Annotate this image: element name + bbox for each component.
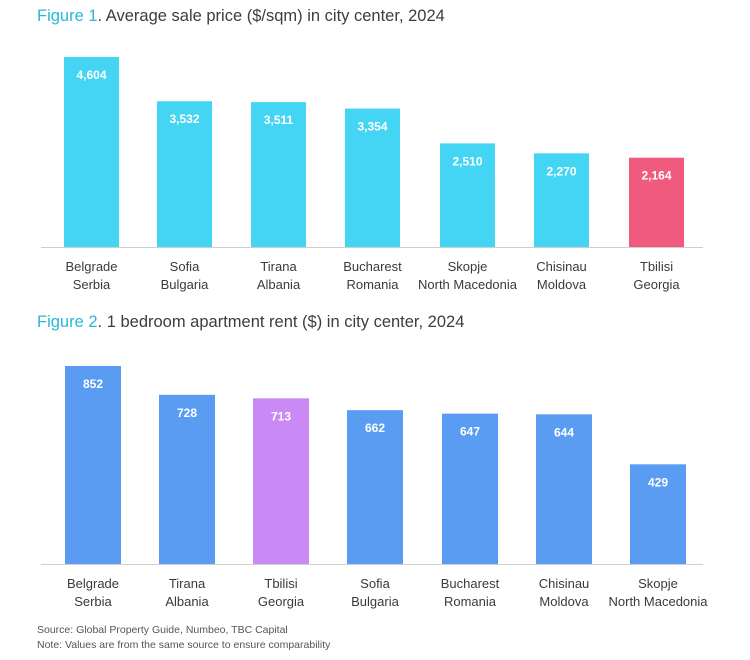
country-label-romania: Romania bbox=[346, 277, 399, 292]
bar-tbilisi bbox=[253, 398, 309, 564]
value-label-belgrade: 852 bbox=[83, 377, 103, 391]
value-label-sofia: 3,532 bbox=[169, 112, 199, 126]
country-label-moldova: Moldova bbox=[537, 277, 587, 292]
value-label-tirana: 728 bbox=[177, 406, 197, 420]
city-label-bucharest: Bucharest bbox=[343, 259, 402, 274]
bar-sofia bbox=[157, 101, 212, 247]
country-label-albania: Albania bbox=[257, 277, 301, 292]
city-label-tbilisi: Tbilisi bbox=[640, 259, 673, 274]
country-label-moldova: Moldova bbox=[539, 594, 589, 609]
figure-2-title-text: . 1 bedroom apartment rent ($) in city c… bbox=[97, 313, 465, 331]
city-label-chisinau: Chisinau bbox=[536, 259, 587, 274]
city-label-sofia: Sofia bbox=[360, 576, 390, 591]
value-label-skopje: 429 bbox=[648, 475, 668, 489]
comparability-note: Note: Values are from the same source to… bbox=[37, 639, 331, 651]
value-label-bucharest: 3,354 bbox=[357, 120, 387, 134]
city-label-tbilisi: Tbilisi bbox=[264, 576, 297, 591]
value-label-belgrade: 4,604 bbox=[76, 68, 106, 82]
city-label-bucharest: Bucharest bbox=[441, 576, 500, 591]
source-note: Source: Global Property Guide, Numbeo, T… bbox=[37, 624, 288, 636]
bar-tirana bbox=[159, 394, 215, 564]
city-label-sofia: Sofia bbox=[170, 259, 200, 274]
bar-tirana bbox=[251, 102, 306, 247]
bar-skopje bbox=[630, 464, 686, 564]
rent-bar-chart: 852 Belgrade Serbia 728 Tirana Albania 713 Tbil… bbox=[41, 366, 709, 609]
figure-1-title: Figure 1. Average sale price ($/sqm) in … bbox=[37, 7, 445, 26]
country-label-north-macedonia: North Macedonia bbox=[609, 594, 709, 609]
country-label-georgia: Georgia bbox=[258, 594, 305, 609]
country-label-romania: Romania bbox=[444, 594, 497, 609]
figure-1-title-text: . Average sale price ($/sqm) in city cen… bbox=[97, 7, 445, 25]
city-label-skopje: Skopje bbox=[638, 576, 678, 591]
country-label-north-macedonia: North Macedonia bbox=[418, 277, 518, 292]
value-label-chisinau: 644 bbox=[554, 425, 574, 439]
country-label-serbia: Serbia bbox=[73, 277, 111, 292]
bar-sofia bbox=[347, 410, 403, 564]
city-label-belgrade: Belgrade bbox=[67, 576, 119, 591]
figure-1-number: Figure 1 bbox=[37, 7, 98, 25]
country-label-georgia: Georgia bbox=[633, 277, 680, 292]
bar-chisinau bbox=[534, 153, 589, 247]
value-label-tirana: 3,511 bbox=[264, 113, 294, 127]
city-label-skopje: Skopje bbox=[448, 259, 488, 274]
city-label-chisinau: Chisinau bbox=[539, 576, 590, 591]
figure-2-number: Figure 2 bbox=[37, 313, 98, 331]
city-label-belgrade: Belgrade bbox=[65, 259, 117, 274]
value-label-bucharest: 647 bbox=[460, 425, 480, 439]
city-label-tirana: Tirana bbox=[169, 576, 206, 591]
city-label-tirana: Tirana bbox=[260, 259, 297, 274]
country-label-bulgaria: Bulgaria bbox=[351, 594, 399, 609]
figure-2-title: Figure 2. 1 bedroom apartment rent ($) i… bbox=[37, 313, 464, 332]
bar-tbilisi bbox=[629, 157, 684, 247]
bar-bucharest bbox=[442, 413, 498, 564]
sale-price-bar-chart: 4,604 Belgrade Serbia 3,532 Sofia Bulgaria 3,5… bbox=[41, 57, 703, 292]
country-label-albania: Albania bbox=[165, 594, 209, 609]
country-label-bulgaria: Bulgaria bbox=[161, 277, 209, 292]
value-label-tbilisi: 713 bbox=[271, 409, 291, 423]
bar-bucharest bbox=[345, 108, 400, 248]
value-label-sofia: 662 bbox=[365, 421, 385, 435]
bar-skopje bbox=[440, 143, 495, 247]
value-label-tbilisi: 2,164 bbox=[641, 169, 671, 183]
value-label-chisinau: 2,270 bbox=[546, 164, 576, 178]
value-label-skopje: 2,510 bbox=[452, 154, 482, 168]
bar-chisinau bbox=[536, 414, 592, 564]
bar-belgrade bbox=[65, 366, 121, 564]
bar-belgrade bbox=[64, 57, 119, 247]
country-label-serbia: Serbia bbox=[74, 594, 112, 609]
